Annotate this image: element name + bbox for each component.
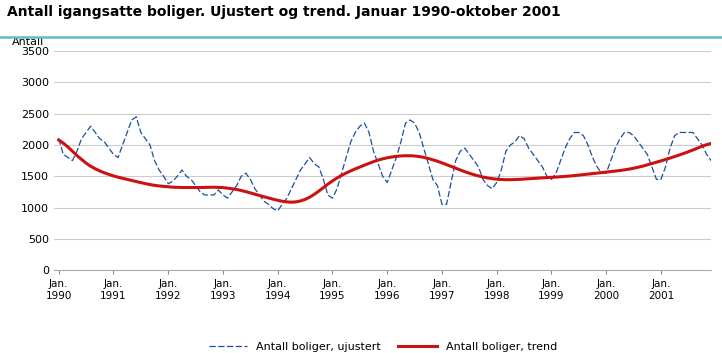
Antall boliger, ujustert [347,140,355,144]
Antall boliger, trend [342,171,350,175]
Antall boliger, ujustert [611,146,619,150]
Antall boliger, ujustert [132,115,141,119]
Antall boliger, trend [287,200,296,204]
Antall boliger, trend [711,140,720,145]
Antall boliger, ujustert [716,146,722,150]
Line: Antall boliger, ujustert: Antall boliger, ujustert [58,117,722,211]
Legend: Antall boliger, ujustert, Antall boliger, trend: Antall boliger, ujustert, Antall boliger… [204,337,561,353]
Antall boliger, ujustert [461,146,469,150]
Antall boliger, ujustert [274,209,282,213]
Text: Antall igangsatte boliger. Ujustert og trend. Januar 1990-oktober 2001: Antall igangsatte boliger. Ujustert og t… [7,5,561,19]
Line: Antall boliger, trend: Antall boliger, trend [58,132,722,202]
Text: Antall: Antall [12,37,44,47]
Antall boliger, trend [54,138,63,142]
Antall boliger, trend [187,185,196,190]
Antall boliger, ujustert [54,137,63,141]
Antall boliger, trend [606,169,615,174]
Antall boliger, ujustert [191,184,200,188]
Antall boliger, trend [456,168,464,172]
